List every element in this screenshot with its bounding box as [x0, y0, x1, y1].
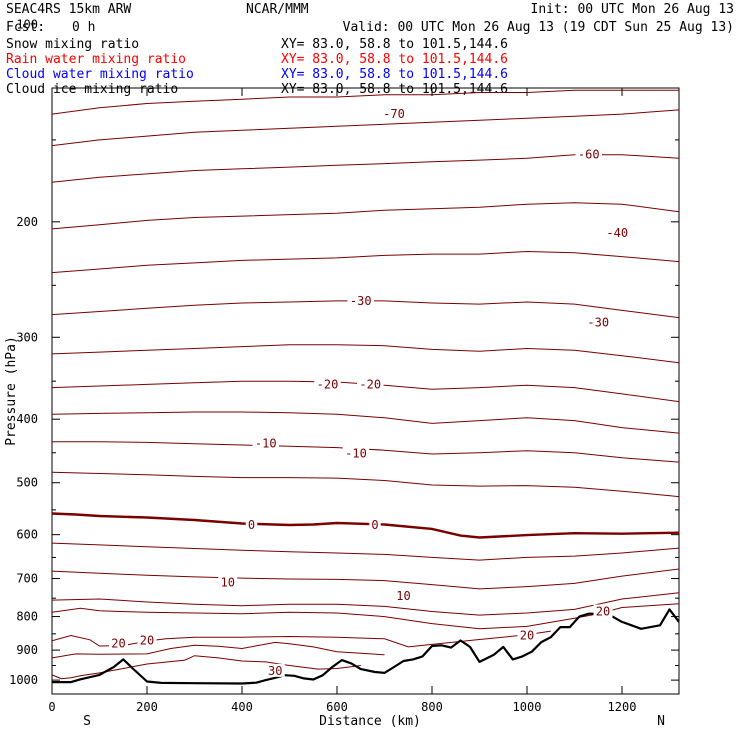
y-tick-label: 200 — [16, 215, 38, 229]
y-axis-title: Pressure (hPa) — [4, 336, 19, 446]
contour-label-bg — [517, 628, 537, 642]
init-time: Init: 00 UTC Mon 26 Aug 13 — [531, 2, 735, 17]
x-axis-title: Distance (km) — [319, 714, 421, 729]
isotherm-line — [52, 512, 679, 539]
field-name-cloud-water: Cloud water mixing ratio — [6, 67, 194, 82]
contour-label: 30 — [268, 664, 282, 678]
center-title: NCAR/MMM — [246, 2, 309, 17]
field-name-cloud-ice: Cloud ice mixing ratio — [6, 82, 178, 97]
y-tick-label: 700 — [16, 572, 38, 586]
contour-label: 0 — [248, 518, 255, 532]
contour-label: 20 — [520, 629, 534, 643]
x-axis-left-end: S — [83, 714, 91, 729]
contour-label: -20 — [359, 377, 381, 391]
x-tick-label: 0 — [48, 700, 55, 714]
x-axis-right-end: N — [657, 714, 665, 729]
contour-label: 20 — [140, 633, 154, 647]
field-xy-rain: XY= 83.0, 58.8 to 101.5,144.6 — [281, 52, 508, 67]
contour-label: -70 — [383, 107, 405, 121]
y-tick-label: 900 — [16, 643, 38, 657]
isotherm-line — [52, 592, 679, 616]
contour-label: 20 — [111, 637, 125, 651]
isotherm-line — [52, 344, 679, 364]
contour-label-bg — [109, 636, 128, 650]
field-name-snow: Snow mixing ratio — [6, 37, 139, 52]
isotherm-line — [52, 109, 679, 147]
contour-label-bg — [245, 517, 258, 531]
field-xy-cloud-ice: XY= 83.0, 58.8 to 101.5,144.6 — [281, 82, 508, 97]
contour-label-layer: -70 -60 -40 -30 -30 -20 -20 -10 -10 0 0 10 10 20 20 20 2… — [109, 107, 631, 678]
model-title: SEAC4RS 15km ARW — [6, 2, 131, 17]
contour-label: -10 — [255, 437, 277, 451]
contour-label-bg — [137, 633, 157, 647]
isotherm-line — [52, 411, 679, 434]
contour-label-bg — [347, 293, 374, 307]
y-tick-label: 400 — [16, 412, 38, 426]
contour-label-bg — [380, 107, 408, 121]
x-tick-label: 1000 — [513, 700, 542, 714]
isotherm-line — [52, 655, 361, 680]
x-tick-label: 400 — [231, 700, 253, 714]
field-xy-snow: XY= 83.0, 58.8 to 101.5,144.6 — [281, 37, 508, 52]
contour-label-bg — [357, 377, 384, 391]
isotherm-line — [52, 542, 679, 561]
contour-label-bg — [265, 663, 285, 677]
y-tick-label: 300 — [16, 330, 38, 344]
valid-time: Valid: 00 UTC Mon 26 Aug 13 (19 CDT Sun … — [343, 20, 734, 35]
y-tick-label: 100 — [16, 17, 38, 31]
y-tick-label: 800 — [16, 610, 38, 624]
contour-label-bg — [369, 517, 381, 531]
isotherm-line — [52, 250, 679, 274]
isotherm-line — [52, 630, 551, 648]
contour-label: -30 — [350, 294, 372, 308]
contour-label: -60 — [578, 148, 600, 162]
terrain-layer — [52, 608, 679, 685]
contour-label: -40 — [606, 226, 628, 240]
isotherm-line — [52, 89, 679, 115]
contour-label: 0 — [371, 518, 378, 532]
isotherm-line — [52, 603, 679, 630]
contour-label-bg — [604, 225, 631, 239]
fcst-value: 0 h — [72, 20, 95, 35]
x-tick-label: 800 — [421, 700, 443, 714]
contour-label: 10 — [396, 589, 410, 603]
isotherm-line — [52, 641, 385, 659]
isotherm-line — [52, 471, 679, 498]
axis-ticks: 0 200 400 600 800 1000 12001000900800700600500… — [9, 17, 679, 714]
contour-label: 10 — [221, 576, 235, 590]
contour-label: -20 — [317, 377, 339, 391]
field-legend: Snow mixing ratio XY= 83.0, 58.8 to 101.… — [6, 37, 508, 97]
y-tick-label: 1000 — [9, 673, 38, 687]
y-tick-label: 500 — [16, 476, 38, 490]
isotherm-line — [52, 202, 679, 230]
x-tick-label: 600 — [326, 700, 348, 714]
contour-label: -10 — [345, 446, 367, 460]
y-tick-label: 600 — [16, 528, 38, 542]
field-xy-cloud-water: XY= 83.0, 58.8 to 101.5,144.6 — [281, 67, 508, 82]
contour-label-bg — [575, 147, 602, 161]
terrain-line — [52, 608, 679, 685]
contour-label-bg — [252, 436, 279, 450]
contour-label: -30 — [587, 316, 609, 330]
contour-label-bg — [218, 575, 238, 589]
contour-label-bg — [394, 588, 413, 602]
contour-label-bg — [585, 315, 612, 329]
plot-frame — [51, 87, 680, 695]
contour-label-bg — [314, 377, 341, 391]
isotherm-line — [52, 568, 679, 590]
contour-label-bg — [593, 604, 613, 618]
x-tick-label: 1200 — [608, 700, 637, 714]
contour-label: 20 — [596, 605, 610, 619]
isotherm-line — [52, 154, 679, 183]
field-name-rain: Rain water mixing ratio — [6, 52, 186, 67]
fcst-label: Fcst: — [6, 20, 45, 35]
x-tick-label: 200 — [136, 700, 158, 714]
contour-label-bg — [342, 446, 370, 460]
